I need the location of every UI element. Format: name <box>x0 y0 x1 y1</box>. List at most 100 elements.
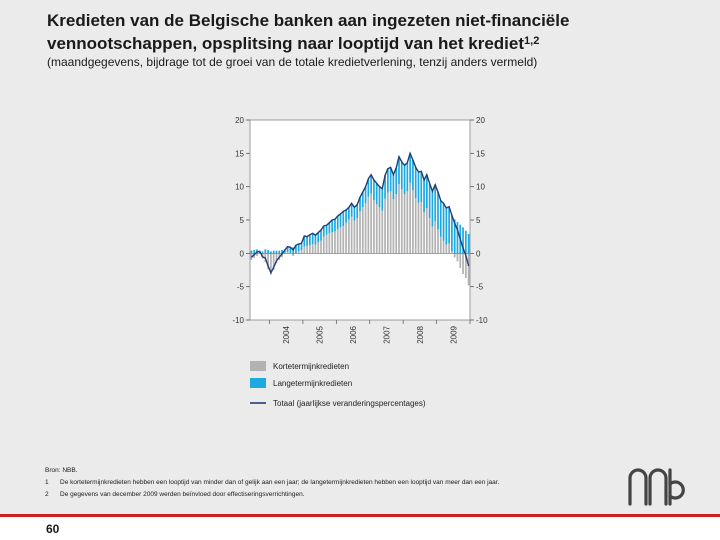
bar-long-term <box>353 207 356 221</box>
bar-short-term <box>412 190 414 254</box>
bar-long-term <box>250 250 253 254</box>
bar-long-term <box>448 206 450 244</box>
bar-long-term <box>289 247 292 254</box>
bar-long-term <box>306 236 308 246</box>
bar-short-term <box>275 253 278 264</box>
bar-long-term <box>406 162 409 192</box>
bar-long-term <box>370 174 373 194</box>
y-tick-label-right: -10 <box>476 316 488 325</box>
bar-short-term <box>420 202 423 254</box>
x-tick-label: 2005 <box>316 325 325 343</box>
bar-long-term <box>389 167 392 192</box>
page-number: 60 <box>46 522 60 536</box>
bar-long-term <box>283 250 286 254</box>
y-tick-label-right: -5 <box>476 283 484 292</box>
bar-long-term <box>381 188 384 211</box>
bar-short-term <box>434 221 437 254</box>
bar-short-term <box>306 246 308 254</box>
bar-long-term <box>309 234 311 246</box>
legend-label: Totaal (jaarlijkse veranderingspercentag… <box>273 399 426 408</box>
bar-short-term <box>467 253 470 286</box>
bar-short-term <box>425 208 428 254</box>
footnote-mark: 2 <box>45 491 49 498</box>
bar-short-term <box>453 253 456 258</box>
bar-long-term <box>373 180 375 200</box>
bar-long-term <box>317 232 320 242</box>
bar-long-term <box>253 250 256 254</box>
footnotes: Bron: NBB. 1 De kortetermijnkredieten he… <box>45 465 645 501</box>
bar-long-term <box>439 200 442 237</box>
y-tick-label-left: 15 <box>235 149 244 158</box>
bar-short-term <box>325 234 328 254</box>
y-tick-label-right: 0 <box>476 249 481 258</box>
x-tick-label: 2006 <box>349 325 358 343</box>
bar-long-term <box>412 160 414 190</box>
plot-frame <box>249 119 471 321</box>
footnote-mark: 1 <box>45 479 49 486</box>
bar-short-term <box>300 250 303 254</box>
bar-short-term <box>303 246 306 254</box>
bar-short-term <box>359 211 361 254</box>
bar-short-term <box>442 240 445 254</box>
bar-long-term <box>456 222 459 254</box>
y-tick-label-left: 20 <box>235 116 244 125</box>
bar-long-term <box>334 219 336 232</box>
bar-short-term <box>403 194 406 254</box>
chart-title-superscript: 1,2 <box>524 35 540 47</box>
chart-subtitle: (maandgegevens, bijdrage tot de groei va… <box>47 55 538 69</box>
bar-short-term <box>256 253 258 256</box>
bar-long-term <box>261 251 264 254</box>
chart-title: Kredieten van de Belgische banken aan in… <box>47 10 687 54</box>
bar-long-term <box>451 215 453 252</box>
bar-short-term <box>392 199 395 254</box>
bar-short-term <box>367 196 370 254</box>
bar-long-term <box>400 162 403 190</box>
bar-long-term <box>420 171 423 202</box>
bar-long-term <box>350 203 353 217</box>
bar-long-term <box>286 246 289 252</box>
bar-short-term <box>364 203 367 254</box>
bar-short-term <box>378 207 381 254</box>
legend-label: Kortetermijnkredieten <box>273 362 349 371</box>
bar-long-term <box>428 183 431 218</box>
bar-long-term <box>275 250 278 254</box>
bar-short-term <box>395 194 398 254</box>
y-tick-label-left: 0 <box>240 249 245 258</box>
source-note: Bron: NBB. <box>45 467 78 474</box>
legend-label: Langetermijnkredieten <box>273 379 352 388</box>
bar-short-term <box>417 202 420 254</box>
bar-long-term <box>453 219 456 254</box>
y-tick-label-left: 5 <box>240 216 245 225</box>
bar-short-term <box>370 193 373 254</box>
bar-long-term <box>300 243 303 250</box>
y-tick-label-right: 15 <box>476 149 485 158</box>
bar-long-term <box>270 251 272 254</box>
bar-long-term <box>320 230 322 241</box>
bar-long-term <box>392 174 395 200</box>
bar-long-term <box>347 207 350 220</box>
bar-long-term <box>303 236 306 247</box>
bar-long-term <box>325 225 328 235</box>
bar-long-term <box>345 210 347 223</box>
bar-short-term <box>314 244 317 254</box>
x-tick-label: 2004 <box>282 325 291 343</box>
bar-long-term <box>367 178 370 197</box>
bar-short-term <box>356 218 359 254</box>
x-tick-label: 2008 <box>416 325 425 343</box>
bar-long-term <box>364 186 367 204</box>
bar-long-term <box>384 175 386 199</box>
bar-long-term <box>328 222 331 234</box>
bar-long-term <box>311 233 314 244</box>
bar-short-term <box>439 236 442 254</box>
bar-long-term <box>295 245 297 254</box>
bar-short-term <box>342 226 345 254</box>
bar-short-term <box>311 244 314 254</box>
bar-short-term <box>381 210 384 254</box>
bar-long-term <box>342 211 345 226</box>
bar-long-term <box>442 203 445 241</box>
bar-short-term <box>317 242 320 254</box>
bar-long-term <box>425 174 428 208</box>
footer-accent-line <box>0 514 720 517</box>
bar-long-term <box>423 180 425 212</box>
